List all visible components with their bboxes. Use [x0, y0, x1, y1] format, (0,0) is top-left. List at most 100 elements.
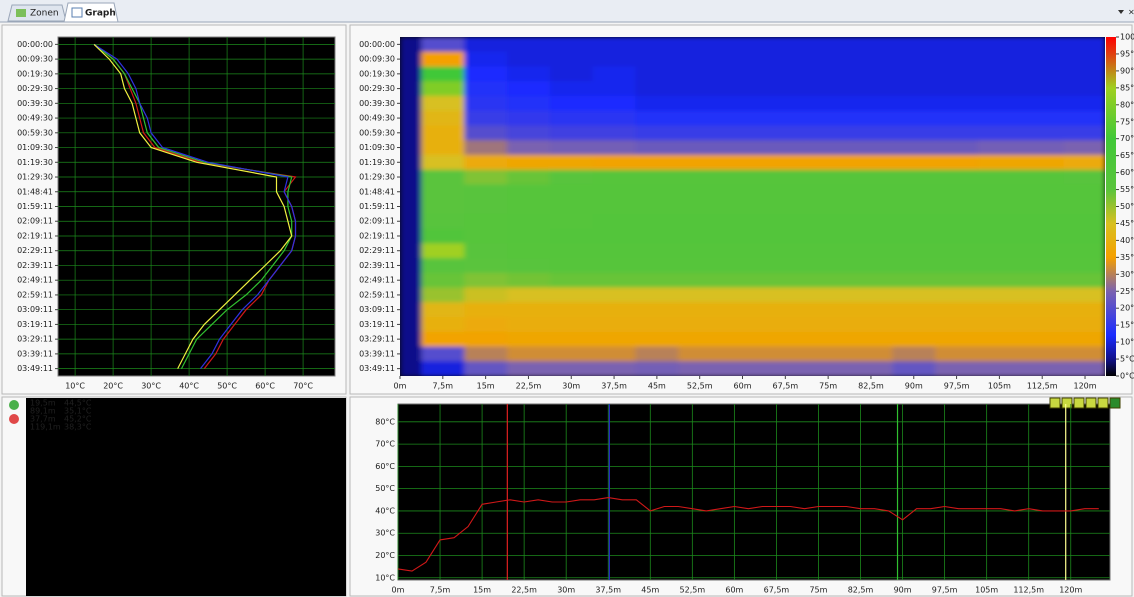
x-tick-label: 45m	[648, 382, 666, 391]
heatmap-cell	[892, 96, 935, 111]
heatmap-cell	[550, 52, 593, 67]
heatmap-cell	[978, 302, 1021, 317]
heatmap-cell	[678, 66, 721, 81]
y-tick-label: 01:29:30	[359, 173, 395, 182]
tab[interactable]: Zonen	[8, 5, 66, 21]
y-tick-label: 02:19:11	[359, 231, 395, 240]
heatmap-cell	[507, 170, 550, 185]
heatmap-cell	[1021, 37, 1064, 52]
y-tick-label: 00:39:30	[359, 99, 395, 108]
heatmap-cell	[892, 199, 935, 214]
colorbar-label: 50°C	[1120, 202, 1134, 211]
heatmap-cell	[593, 214, 636, 229]
heatmap-cell	[1021, 199, 1064, 214]
heatmap-cell	[892, 229, 935, 244]
heatmap-cell	[764, 258, 807, 273]
colorbar-label: 40°C	[1120, 236, 1134, 245]
heatmap-cell	[1021, 170, 1064, 185]
close-button[interactable]: ×	[1128, 8, 1134, 17]
heatmap-cell	[1064, 258, 1106, 273]
heatmap-cell	[978, 111, 1021, 126]
heatmap-cell	[978, 125, 1021, 140]
tab-label[interactable]: Graph	[85, 9, 116, 19]
heatmap-cell	[593, 288, 636, 303]
heatmap-cell	[678, 361, 721, 376]
colorbar-label: 65°C	[1120, 151, 1134, 160]
y-tick-label: 02:29:11	[17, 246, 53, 255]
toolbar-button[interactable]	[1050, 398, 1060, 408]
heatmap-cell	[850, 347, 893, 362]
heatmap-cell	[1064, 199, 1106, 214]
heatmap-cell	[935, 302, 978, 317]
heatmap-cell	[807, 66, 850, 81]
heatmap-cell	[978, 184, 1021, 199]
tab-label[interactable]: Zonen	[30, 9, 59, 19]
add-button[interactable]	[9, 400, 19, 410]
x-tick-label: 15m	[477, 382, 495, 391]
y-tick-label: 02:39:11	[17, 261, 53, 270]
remove-button[interactable]	[9, 414, 19, 424]
heatmap-cell	[807, 155, 850, 170]
heatmap-cell	[764, 37, 807, 52]
heatmap-cell	[421, 332, 464, 347]
x-tick-label: 50°C	[217, 382, 237, 391]
heatmap-cell	[593, 243, 636, 258]
heatmap-cell	[1021, 111, 1064, 126]
heatmap-cell	[464, 52, 507, 67]
heatmap-cell	[764, 229, 807, 244]
heatmap-cell	[400, 52, 422, 67]
heatmap-cell	[507, 155, 550, 170]
x-tick-label: 30m	[562, 382, 580, 391]
heatmap-cell	[550, 258, 593, 273]
heatmap-cell	[678, 288, 721, 303]
heatmap-cell	[807, 243, 850, 258]
heatmap-cell	[464, 140, 507, 155]
heatmap-cell	[400, 155, 422, 170]
heatmap-cell	[464, 184, 507, 199]
heatmap-cell	[1064, 332, 1106, 347]
x-tick-label: 60°C	[255, 382, 275, 391]
toolbar-button[interactable]	[1074, 398, 1084, 408]
heatmap-cell	[635, 184, 678, 199]
heatmap-cell	[593, 332, 636, 347]
heatmap-cell	[421, 258, 464, 273]
tab-active[interactable]: Graph	[64, 3, 118, 22]
heatmap-cell	[550, 170, 593, 185]
colorbar-label: 45°C	[1120, 219, 1134, 228]
heatmap-cell	[400, 273, 422, 288]
heatmap-cell	[1021, 125, 1064, 140]
heatmap-cell	[635, 229, 678, 244]
x-tick-label: 22,5m	[516, 382, 542, 391]
heatmap-cell	[464, 37, 507, 52]
y-tick-label: 00:09:30	[359, 55, 395, 64]
heatmap-cell	[807, 229, 850, 244]
heatmap-cell	[421, 125, 464, 140]
heatmap-cell	[464, 229, 507, 244]
x-tick-label: 45m	[641, 586, 659, 595]
heatmap-cell	[400, 258, 422, 273]
heatmap-cell	[850, 273, 893, 288]
y-tick-label: 03:39:11	[17, 349, 53, 358]
toolbar-button[interactable]	[1086, 398, 1096, 408]
toolbar-button[interactable]	[1098, 398, 1108, 408]
x-tick-label: 37,5m	[601, 382, 627, 391]
heatmap-cell	[678, 140, 721, 155]
heatmap-cell	[678, 347, 721, 362]
heatmap-cell	[400, 125, 422, 140]
heatmap-cell	[807, 302, 850, 317]
colorbar-label: 20°C	[1120, 304, 1134, 313]
heatmap-cell	[1021, 66, 1064, 81]
colorbar-label: 10°C	[1120, 338, 1134, 347]
heatmap-cell	[807, 361, 850, 376]
heatmap-cell	[507, 243, 550, 258]
y-tick-label: 00:00:00	[17, 40, 53, 49]
heatmap-cell	[892, 37, 935, 52]
heatmap-cell	[807, 332, 850, 347]
heatmap-cell	[1064, 347, 1106, 362]
toolbar-button[interactable]	[1110, 398, 1120, 408]
heatmap-cell	[1021, 96, 1064, 111]
heatmap-cell	[400, 332, 422, 347]
heatmap-cell	[892, 111, 935, 126]
heatmap-cell	[892, 184, 935, 199]
heatmap-cell	[464, 302, 507, 317]
